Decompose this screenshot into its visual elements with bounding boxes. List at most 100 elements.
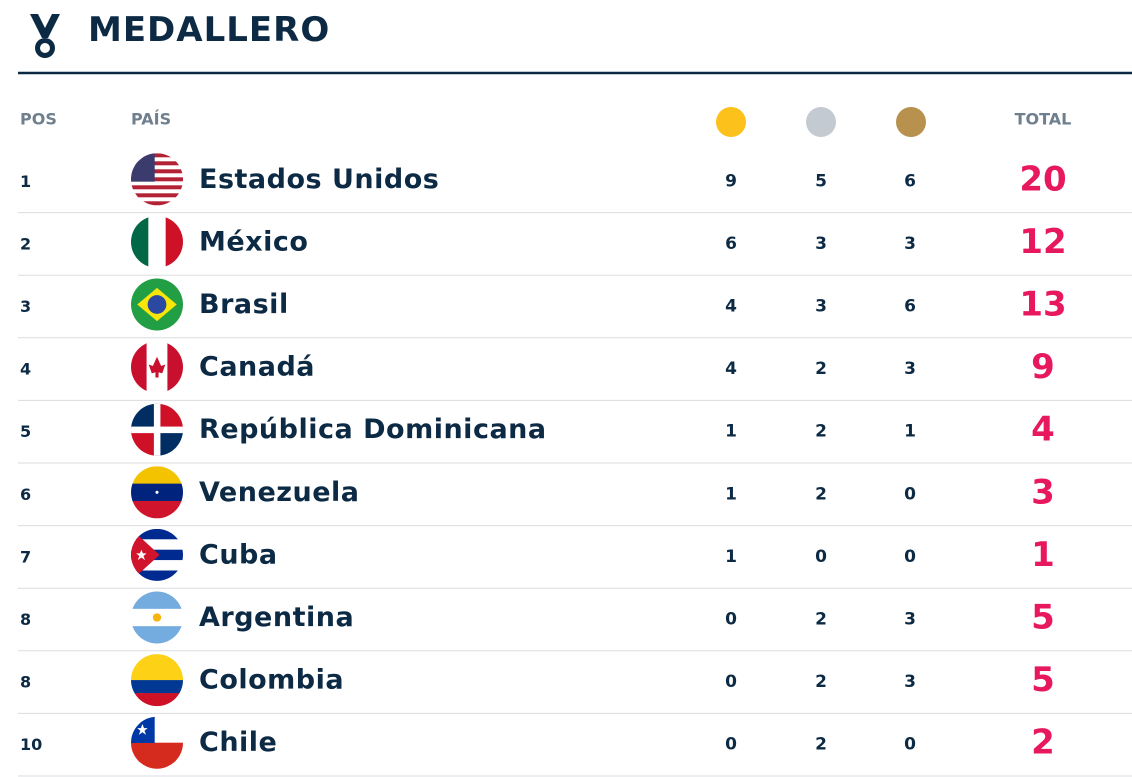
- silver-count: 2: [815, 359, 827, 379]
- flag-part: [131, 591, 183, 610]
- total-count: 5: [1031, 598, 1055, 638]
- silver-count: 2: [815, 610, 827, 630]
- flag: [131, 466, 183, 519]
- gold-count: 9: [725, 171, 737, 191]
- flag-part: [131, 528, 183, 540]
- country-name: Estados Unidos: [199, 164, 439, 195]
- gold-count: 1: [725, 484, 737, 504]
- flag-part: [131, 153, 183, 158]
- flag-part: [131, 161, 183, 166]
- country-name: Chile: [199, 727, 277, 758]
- flag-part: [131, 169, 183, 174]
- country-name: Colombia: [199, 665, 344, 696]
- table-row: 7 Cuba 1 0 0 1: [18, 528, 1132, 589]
- flag-part: [157, 403, 183, 430]
- flag-part: [131, 165, 183, 170]
- silver-count: 2: [815, 422, 827, 442]
- bronze-count: 3: [904, 610, 916, 630]
- flag-part: [155, 490, 159, 494]
- total-count: 4: [1031, 410, 1055, 450]
- flag-part: [147, 295, 167, 314]
- silver-count: 2: [815, 672, 827, 692]
- flag: [131, 278, 183, 331]
- position: 5: [20, 422, 31, 441]
- total-count: 13: [1019, 285, 1066, 325]
- total-count: 12: [1019, 222, 1066, 262]
- flag-part: [131, 201, 183, 206]
- country-name: Canadá: [199, 352, 315, 383]
- flag-part: [137, 723, 148, 735]
- country-name: Argentina: [199, 602, 354, 633]
- table-row: 2 México 6 3 3 12: [18, 215, 1132, 276]
- page-title: MEDALLERO: [88, 10, 330, 50]
- flag-part: [131, 466, 183, 484]
- flag-part: [131, 626, 183, 644]
- silver-count: 0: [815, 547, 827, 567]
- table-row: 4 Canadá 4 2 3 9: [18, 341, 1132, 401]
- gold-count: 0: [725, 735, 737, 755]
- bronze-count: 0: [904, 547, 916, 567]
- gold-count: 0: [725, 672, 737, 692]
- position: 8: [20, 673, 31, 692]
- total-count: 5: [1031, 660, 1055, 700]
- flag-part: [131, 177, 183, 182]
- position: 8: [20, 610, 31, 629]
- bronze-count: 6: [904, 297, 916, 317]
- gold-count: 4: [725, 359, 737, 379]
- flag-part: [148, 356, 166, 378]
- silver-count: 3: [815, 297, 827, 317]
- total-count: 3: [1031, 472, 1055, 512]
- flag-part: [131, 570, 183, 581]
- flag: [131, 215, 183, 268]
- flag-part: [131, 680, 183, 694]
- table-row: 10 Chile 0 2 0 2: [18, 716, 1132, 777]
- position: 3: [20, 297, 31, 316]
- flag-part: [131, 528, 160, 581]
- flag: [131, 153, 183, 206]
- position: 1: [20, 172, 31, 191]
- gold-count: 1: [725, 422, 737, 442]
- flag-part: [131, 173, 183, 178]
- flag-part: [131, 560, 183, 571]
- flag: [131, 716, 183, 769]
- silver-count: 2: [815, 735, 827, 755]
- total-count: 20: [1019, 159, 1066, 199]
- silver-count: 2: [815, 484, 827, 504]
- flag-part: [157, 429, 183, 456]
- flag-part: [165, 215, 183, 268]
- flag-part: [131, 426, 183, 434]
- medal-icon: [30, 14, 60, 58]
- bronze-icon: [896, 107, 926, 137]
- table-row: 1 Estados Unidos 9 5 6 20: [18, 153, 1132, 214]
- col-header: TOTAL: [1015, 110, 1072, 129]
- flag-part: [136, 549, 147, 561]
- flag-part: [131, 693, 183, 707]
- flag-part: [131, 429, 158, 456]
- position: 6: [20, 485, 31, 504]
- flag: [131, 591, 183, 644]
- bronze-count: 1: [904, 422, 916, 442]
- gold-count: 0: [725, 610, 737, 630]
- position: 7: [20, 547, 31, 566]
- country-name: Venezuela: [199, 477, 360, 508]
- gold-count: 1: [725, 547, 737, 567]
- flag-part: [131, 153, 155, 182]
- flag-part: [131, 189, 183, 194]
- flag-part: [131, 193, 183, 198]
- total-count: 9: [1031, 347, 1055, 387]
- flag: [131, 403, 183, 456]
- position: 10: [20, 735, 42, 754]
- flag-part: [152, 613, 162, 622]
- total-count: 2: [1031, 723, 1055, 763]
- silver-count: 3: [815, 234, 827, 254]
- position: 2: [20, 234, 31, 253]
- country-name: República Dominicana: [199, 414, 547, 445]
- bronze-count: 3: [904, 672, 916, 692]
- silver-icon: [806, 107, 836, 137]
- table-row: 8 Argentina 0 2 3 5: [18, 591, 1132, 652]
- position: 4: [20, 360, 31, 379]
- flag-part: [131, 654, 183, 681]
- bronze-count: 0: [904, 735, 916, 755]
- flag-part: [131, 157, 183, 162]
